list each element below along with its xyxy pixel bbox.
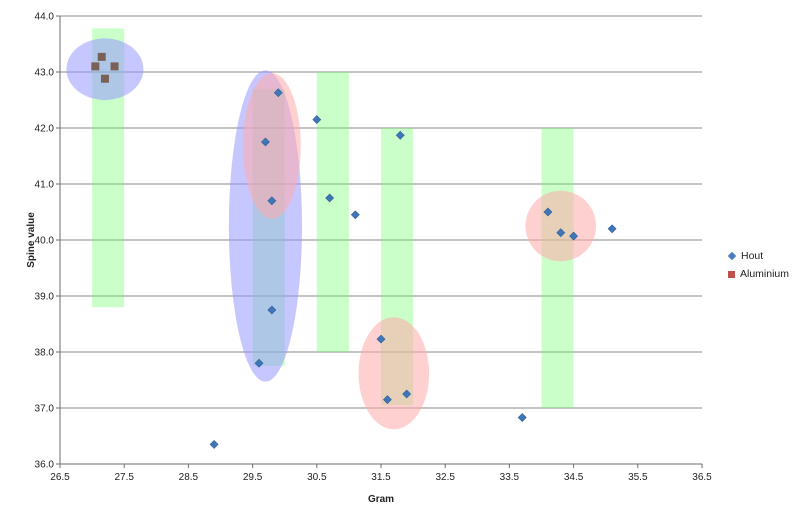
y-tick-label: 43.0 bbox=[35, 68, 55, 79]
data-point-hout bbox=[261, 137, 270, 147]
x-tick-label: 26.5 bbox=[50, 472, 70, 483]
legend-label-aluminium: Aluminium bbox=[740, 268, 790, 280]
y-tick-label: 40.0 bbox=[35, 236, 55, 247]
y-axis-title: Spine value bbox=[26, 212, 37, 268]
tick-labels: 26.5 27.5 28.5 29.5 30.5 31.5 32.5 33.5 34.5 35.5… bbox=[35, 12, 713, 484]
x-tick-label: 31.5 bbox=[371, 472, 391, 483]
data-point-hout bbox=[402, 389, 412, 399]
square-marker-icon bbox=[728, 270, 735, 278]
highlight-bands bbox=[92, 28, 574, 408]
x-tick-label: 35.5 bbox=[628, 472, 648, 483]
data-point-hout bbox=[607, 224, 617, 234]
data-points bbox=[91, 52, 617, 449]
y-tick-label: 37.0 bbox=[35, 404, 55, 415]
diamond-marker-icon bbox=[727, 251, 737, 261]
y-tick-label: 41.0 bbox=[35, 180, 55, 191]
x-tick-label: 30.5 bbox=[307, 472, 327, 483]
y-tick-label: 44.0 bbox=[35, 12, 55, 23]
data-point-hout bbox=[273, 88, 283, 98]
data-point-hout bbox=[267, 196, 277, 206]
highlight-ellipse bbox=[525, 190, 597, 262]
data-point-aluminium bbox=[97, 52, 106, 61]
x-tick-label: 36.5 bbox=[692, 472, 712, 483]
data-point-hout bbox=[376, 334, 386, 344]
data-point-hout bbox=[209, 439, 219, 449]
y-tick-label: 36.0 bbox=[35, 460, 55, 471]
data-point-aluminium bbox=[91, 62, 100, 71]
legend-label-hout: Hout bbox=[741, 250, 764, 262]
y-tick-label: 39.0 bbox=[35, 292, 55, 303]
x-tick-label: 32.5 bbox=[435, 472, 455, 483]
legend: Hout Aluminium bbox=[727, 247, 789, 283]
data-point-hout bbox=[267, 305, 277, 315]
data-point-hout bbox=[517, 413, 527, 422]
highlight-ellipse bbox=[242, 73, 301, 219]
data-point-hout bbox=[569, 231, 579, 241]
highlight-band bbox=[316, 72, 349, 352]
highlight-ellipse bbox=[358, 317, 430, 430]
data-point-hout bbox=[312, 115, 322, 125]
axes bbox=[56, 15, 703, 468]
legend-item-aluminium: Aluminium bbox=[728, 265, 789, 283]
data-point-hout bbox=[556, 228, 566, 238]
highlight-ellipse bbox=[66, 38, 144, 100]
data-point-hout bbox=[395, 130, 405, 140]
x-tick-label: 28.5 bbox=[179, 472, 199, 483]
data-point-hout bbox=[254, 358, 264, 368]
x-tick-label: 29.5 bbox=[243, 472, 263, 483]
highlight-ellipses bbox=[66, 38, 597, 430]
data-point-hout bbox=[350, 210, 360, 220]
data-point-hout bbox=[382, 395, 392, 405]
gridlines bbox=[60, 15, 702, 465]
x-axis-title: Gram bbox=[368, 494, 394, 505]
y-tick-label: 38.0 bbox=[35, 348, 55, 359]
data-point-hout bbox=[325, 193, 335, 203]
legend-item-hout: Hout bbox=[727, 247, 789, 265]
x-tick-label: 33.5 bbox=[500, 472, 520, 483]
data-point-hout bbox=[543, 207, 553, 217]
highlight-band bbox=[541, 128, 574, 408]
data-point-aluminium bbox=[110, 62, 119, 71]
x-tick-label: 34.5 bbox=[564, 472, 584, 483]
y-tick-label: 42.0 bbox=[35, 124, 55, 135]
x-tick-label: 27.5 bbox=[114, 472, 134, 483]
data-point-aluminium bbox=[100, 74, 109, 83]
